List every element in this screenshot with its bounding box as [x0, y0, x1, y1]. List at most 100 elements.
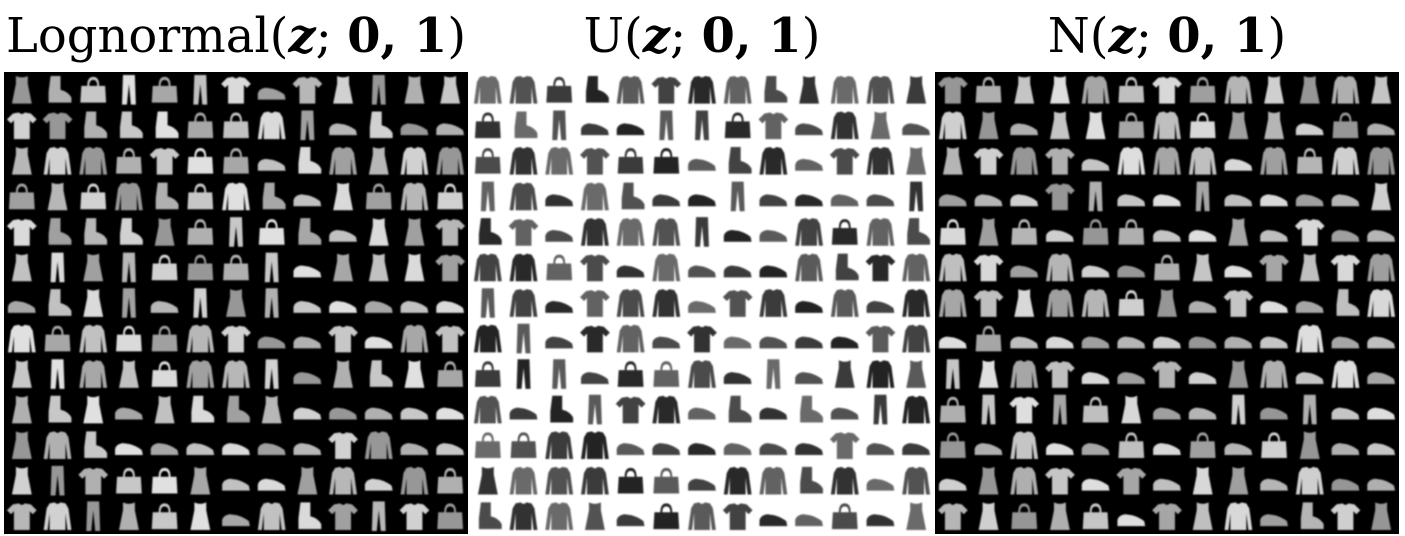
- sample-pullover: [1260, 360, 1288, 388]
- sample-silhouette: [942, 147, 963, 175]
- sample-trouser: [480, 288, 495, 318]
- sample-pullover: [688, 75, 716, 104]
- sample-pullover: [364, 431, 393, 459]
- sample-pullover: [581, 218, 609, 246]
- sample-sneaker: [257, 158, 286, 171]
- sample-silhouette: [11, 395, 32, 424]
- sample-sneaker: [222, 478, 250, 491]
- sample-sneaker: [1117, 265, 1146, 278]
- sample-silhouette: [1046, 336, 1074, 349]
- sample-dress: [404, 75, 425, 104]
- sample-pullover: [581, 466, 609, 495]
- sample-sneaker: [329, 301, 357, 313]
- sample-silhouette: [546, 254, 573, 281]
- sample-silhouette: [1371, 75, 1392, 104]
- sample-silhouette: [906, 75, 927, 104]
- sample-silhouette: [616, 324, 645, 353]
- sample-silhouette: [333, 75, 353, 104]
- sample-sneaker: [902, 123, 931, 136]
- sample-dress: [11, 395, 32, 424]
- sample-sneaker: [257, 336, 286, 349]
- sample-sneaker: [795, 336, 823, 349]
- sample-silhouette: [1153, 443, 1181, 456]
- sample-silhouette: [257, 502, 286, 531]
- sample-bag: [258, 219, 285, 245]
- sample-silhouette: [1153, 147, 1181, 175]
- title-parameters: 0, 1: [1167, 8, 1268, 64]
- sample-tshirt: [1045, 183, 1075, 211]
- sample-sneaker: [329, 407, 357, 420]
- sample-silhouette: [151, 254, 178, 281]
- sample-silhouette: [902, 466, 931, 495]
- sample-sneaker: [1367, 478, 1396, 491]
- sample-dress: [119, 502, 139, 531]
- sample-silhouette: [151, 76, 178, 103]
- sample-pullover: [509, 502, 538, 531]
- sample-silhouette: [1224, 158, 1253, 171]
- sample-sneaker: [1010, 265, 1039, 278]
- sample-sneaker: [795, 158, 823, 171]
- sample-sneaker: [1153, 229, 1181, 242]
- sample-bag: [187, 219, 214, 245]
- sample-sneaker: [1331, 229, 1360, 242]
- sample-sneaker: [400, 123, 429, 136]
- sample-tshirt: [651, 76, 682, 104]
- sample-silhouette: [945, 359, 960, 389]
- sample-silhouette: [437, 503, 464, 530]
- sample-silhouette: [1299, 75, 1320, 104]
- sample-silhouette: [978, 111, 999, 140]
- sample-pullover: [545, 466, 574, 495]
- sample-silhouette: [473, 395, 502, 424]
- sample-silhouette: [973, 148, 1004, 175]
- sample-silhouette: [1260, 336, 1288, 349]
- sample-silhouette: [795, 443, 823, 456]
- title-parameters: 0, 1: [701, 8, 802, 64]
- sample-dress: [333, 253, 353, 282]
- sample-bag: [617, 148, 644, 174]
- sample-dress: [190, 502, 211, 531]
- sample-sneaker: [257, 478, 286, 491]
- sample-silhouette: [1260, 229, 1288, 242]
- sample-bag: [724, 112, 751, 139]
- sample-dress: [477, 466, 498, 495]
- sample-sneaker: [436, 301, 465, 313]
- sample-silhouette: [1264, 75, 1284, 104]
- sample-sneaker: [436, 407, 465, 420]
- sample-bag: [437, 503, 464, 530]
- sample-silhouette: [1010, 360, 1039, 388]
- sample-dress: [297, 466, 318, 495]
- sample-sneaker: [866, 514, 895, 527]
- sample-tshirt: [1330, 254, 1361, 282]
- sample-silhouette: [870, 111, 891, 140]
- sample-silhouette: [1192, 466, 1213, 495]
- sample-sneaker: [1081, 372, 1110, 384]
- title-parameters: 0, 1: [347, 8, 448, 64]
- sample-pullover: [1010, 466, 1039, 495]
- sample-silhouette: [1300, 502, 1324, 530]
- sample-silhouette: [902, 289, 931, 317]
- sample-pullover: [759, 147, 788, 175]
- sample-pullover: [509, 289, 538, 317]
- sample-sneaker: [616, 443, 645, 456]
- sample-silhouette: [1188, 147, 1217, 175]
- sample-silhouette: [508, 219, 539, 246]
- sample-silhouette: [190, 466, 211, 495]
- sample-trouser: [371, 501, 386, 532]
- sample-silhouette: [909, 181, 924, 212]
- sample-silhouette: [1010, 194, 1039, 207]
- sample-pullover: [43, 502, 72, 531]
- sample-tshirt: [937, 503, 968, 531]
- sample-silhouette: [1224, 194, 1253, 207]
- sample-sneaker: [1188, 407, 1217, 420]
- sample-silhouette: [1014, 75, 1035, 104]
- sample-sneaker: [759, 407, 788, 420]
- title-variable: z: [288, 8, 316, 64]
- sample-bag: [223, 112, 249, 139]
- sample-sneaker: [293, 265, 322, 278]
- sample-silhouette: [1046, 289, 1074, 317]
- sample-silhouette: [1188, 301, 1217, 313]
- title-separator: ;: [670, 8, 702, 64]
- sample-tshirt: [1116, 467, 1147, 495]
- sample-pullover: [1367, 253, 1396, 282]
- title-function: U(: [583, 8, 643, 64]
